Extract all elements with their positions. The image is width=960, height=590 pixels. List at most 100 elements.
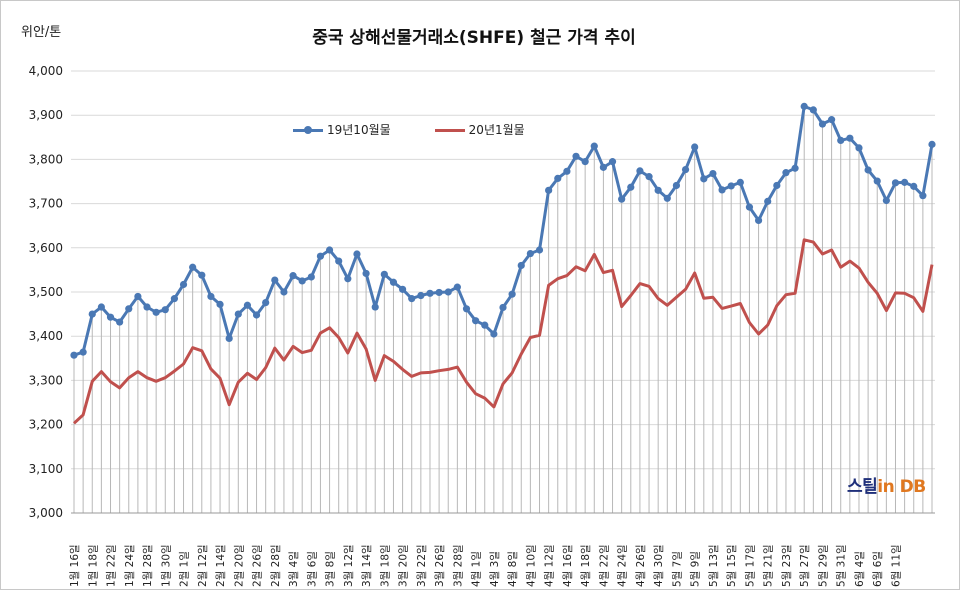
x-tick-label: 2월 26일 — [251, 544, 264, 587]
series-point-19nyeon10wolmul — [170, 295, 179, 303]
series-point-19nyeon10wolmul — [198, 271, 206, 279]
series-point-19nyeon10wolmul — [152, 308, 160, 316]
series-point-19nyeon10wolmul — [618, 195, 626, 203]
series-point-19nyeon10wolmul — [106, 313, 115, 321]
series-point-19nyeon10wolmul — [846, 134, 854, 142]
series-point-19nyeon10wolmul — [663, 194, 671, 202]
logo-suffix: DB — [894, 477, 927, 497]
x-tick-label: 4월 26일 — [634, 544, 647, 587]
x-tick-label: 3월 20일 — [397, 544, 410, 587]
x-tick-label: 5월 15일 — [725, 544, 738, 587]
series-point-19nyeon10wolmul — [919, 192, 927, 200]
x-tick-label: 2월 14일 — [214, 544, 227, 587]
series-point-19nyeon10wolmul — [380, 270, 388, 278]
x-tick-label: 3월 6일 — [305, 551, 318, 587]
series-point-19nyeon10wolmul — [855, 144, 863, 152]
x-tick-label: 5월 17일 — [743, 544, 756, 587]
series-point-19nyeon10wolmul — [398, 285, 407, 293]
x-tick-label: 1월 22일 — [105, 544, 118, 587]
series-point-19nyeon10wolmul — [298, 277, 306, 285]
series-point-19nyeon10wolmul — [216, 300, 224, 308]
series-point-19nyeon10wolmul — [189, 263, 197, 271]
x-tick-label: 3월 14일 — [360, 544, 373, 587]
series-point-19nyeon10wolmul — [718, 186, 726, 194]
series-point-19nyeon10wolmul — [681, 165, 690, 174]
series-point-19nyeon10wolmul — [79, 348, 87, 356]
x-tick-label: 2월 12일 — [196, 544, 209, 587]
x-tick-label: 6월 4일 — [853, 551, 866, 587]
series-point-19nyeon10wolmul — [179, 280, 188, 289]
series-point-19nyeon10wolmul — [672, 181, 681, 190]
series-point-19nyeon10wolmul — [928, 140, 936, 148]
series-point-19nyeon10wolmul — [654, 186, 662, 194]
x-tick-label: 4월 8일 — [506, 551, 519, 587]
y-tick-label: 3,000 — [29, 506, 63, 520]
x-tick-label: 1월 24일 — [123, 544, 136, 587]
series-point-19nyeon10wolmul — [262, 299, 270, 307]
x-tick-label: 1월 18일 — [86, 544, 99, 587]
chart-title: 중국 상해선물거래소(SHFE) 철근 가격 추이 — [312, 28, 636, 48]
series-point-19nyeon10wolmul — [70, 351, 78, 359]
series-point-19nyeon10wolmul — [472, 317, 480, 325]
series-point-19nyeon10wolmul — [535, 246, 544, 254]
legend-swatch-series2 — [434, 125, 465, 135]
series-point-19nyeon10wolmul — [280, 288, 288, 296]
x-tick-label: 4월 12일 — [543, 544, 556, 587]
series-point-19nyeon10wolmul — [125, 305, 133, 313]
series-point-19nyeon10wolmul — [736, 178, 744, 186]
series-point-19nyeon10wolmul — [627, 183, 635, 191]
legend-label-series2: 20년1월물 — [468, 123, 525, 137]
series-point-19nyeon10wolmul — [517, 261, 525, 270]
series-point-19nyeon10wolmul — [344, 275, 352, 283]
x-tick-label: 3월 26일 — [433, 544, 446, 587]
series-point-19nyeon10wolmul — [572, 152, 580, 160]
series-point-19nyeon10wolmul — [435, 288, 443, 297]
x-tick-label: 5월 23일 — [780, 544, 793, 587]
series-point-19nyeon10wolmul — [818, 120, 827, 128]
series-point-19nyeon10wolmul — [97, 303, 105, 311]
series-point-19nyeon10wolmul — [353, 250, 361, 258]
series-point-19nyeon10wolmul — [316, 252, 325, 260]
legend-swatch-series1 — [293, 125, 323, 135]
series-point-19nyeon10wolmul — [362, 269, 370, 278]
logo-brand: 스틸 — [847, 477, 878, 497]
series-point-19nyeon10wolmul — [161, 306, 169, 314]
x-tick-label: 3월 4일 — [287, 551, 300, 587]
x-tick-label: 6월 6일 — [871, 551, 884, 587]
series-point-19nyeon10wolmul — [782, 169, 790, 177]
series-point-19nyeon10wolmul — [307, 273, 315, 281]
series-point-19nyeon10wolmul — [371, 303, 379, 311]
y-tick-label: 3,100 — [29, 462, 63, 476]
series-line-20nyeon1wolmul — [72, 238, 934, 425]
series-point-19nyeon10wolmul — [499, 303, 507, 312]
series-point-19nyeon10wolmul — [88, 310, 96, 318]
x-tick-label: 2월 28일 — [269, 544, 282, 587]
x-tick-label: 3월 12일 — [342, 544, 355, 587]
series-point-19nyeon10wolmul — [764, 197, 772, 205]
legend-item-series1: 19년10월물 — [293, 121, 391, 138]
series-point-19nyeon10wolmul — [554, 174, 562, 183]
series-point-19nyeon10wolmul — [709, 169, 717, 178]
series-point-19nyeon10wolmul — [389, 278, 398, 286]
x-tick-label: 2월 20일 — [232, 544, 245, 587]
x-tick-label: 5월 7일 — [670, 551, 683, 587]
series-point-19nyeon10wolmul — [873, 177, 881, 185]
y-tick-label: 3,500 — [29, 285, 63, 299]
series-point-19nyeon10wolmul — [134, 292, 142, 301]
series-point-19nyeon10wolmul — [864, 166, 872, 174]
x-tick-label: 1월 28일 — [141, 544, 154, 587]
series-point-19nyeon10wolmul — [645, 173, 653, 181]
y-tick-label: 3,200 — [29, 418, 63, 432]
series-point-19nyeon10wolmul — [508, 290, 516, 298]
y-tick-label: 4,000 — [29, 64, 63, 78]
series-point-19nyeon10wolmul — [745, 203, 754, 211]
series-point-19nyeon10wolmul — [910, 182, 918, 190]
x-tick-label: 3월 18일 — [378, 544, 391, 587]
series-point-19nyeon10wolmul — [727, 182, 735, 190]
x-tick-label: 4월 30일 — [652, 544, 665, 587]
series-point-19nyeon10wolmul — [490, 330, 498, 338]
series-point-19nyeon10wolmul — [891, 179, 900, 187]
series-point-19nyeon10wolmul — [526, 249, 534, 258]
y-axis-unit-label: 위안/톤 — [21, 25, 62, 40]
